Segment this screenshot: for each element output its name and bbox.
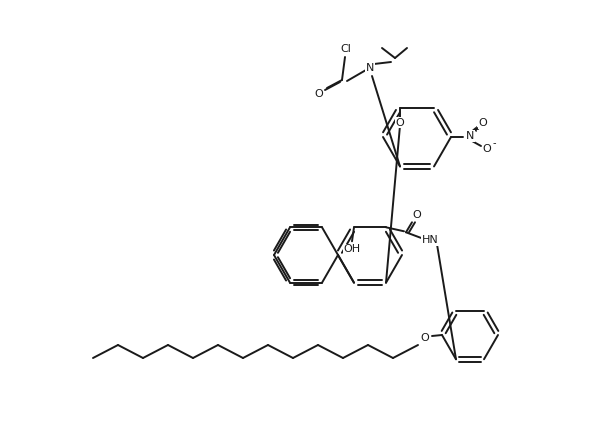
Text: N: N [366,63,374,73]
Text: +: + [472,126,480,134]
Text: HN: HN [422,235,439,245]
Text: Cl: Cl [341,44,352,54]
Text: -: - [492,138,496,148]
Text: O: O [478,118,487,128]
Text: O: O [483,144,492,154]
Text: N: N [466,131,474,141]
Text: O: O [396,117,404,127]
Text: O: O [420,333,429,343]
Text: O: O [413,210,422,220]
Text: OH: OH [344,244,361,254]
Text: O: O [315,89,323,99]
